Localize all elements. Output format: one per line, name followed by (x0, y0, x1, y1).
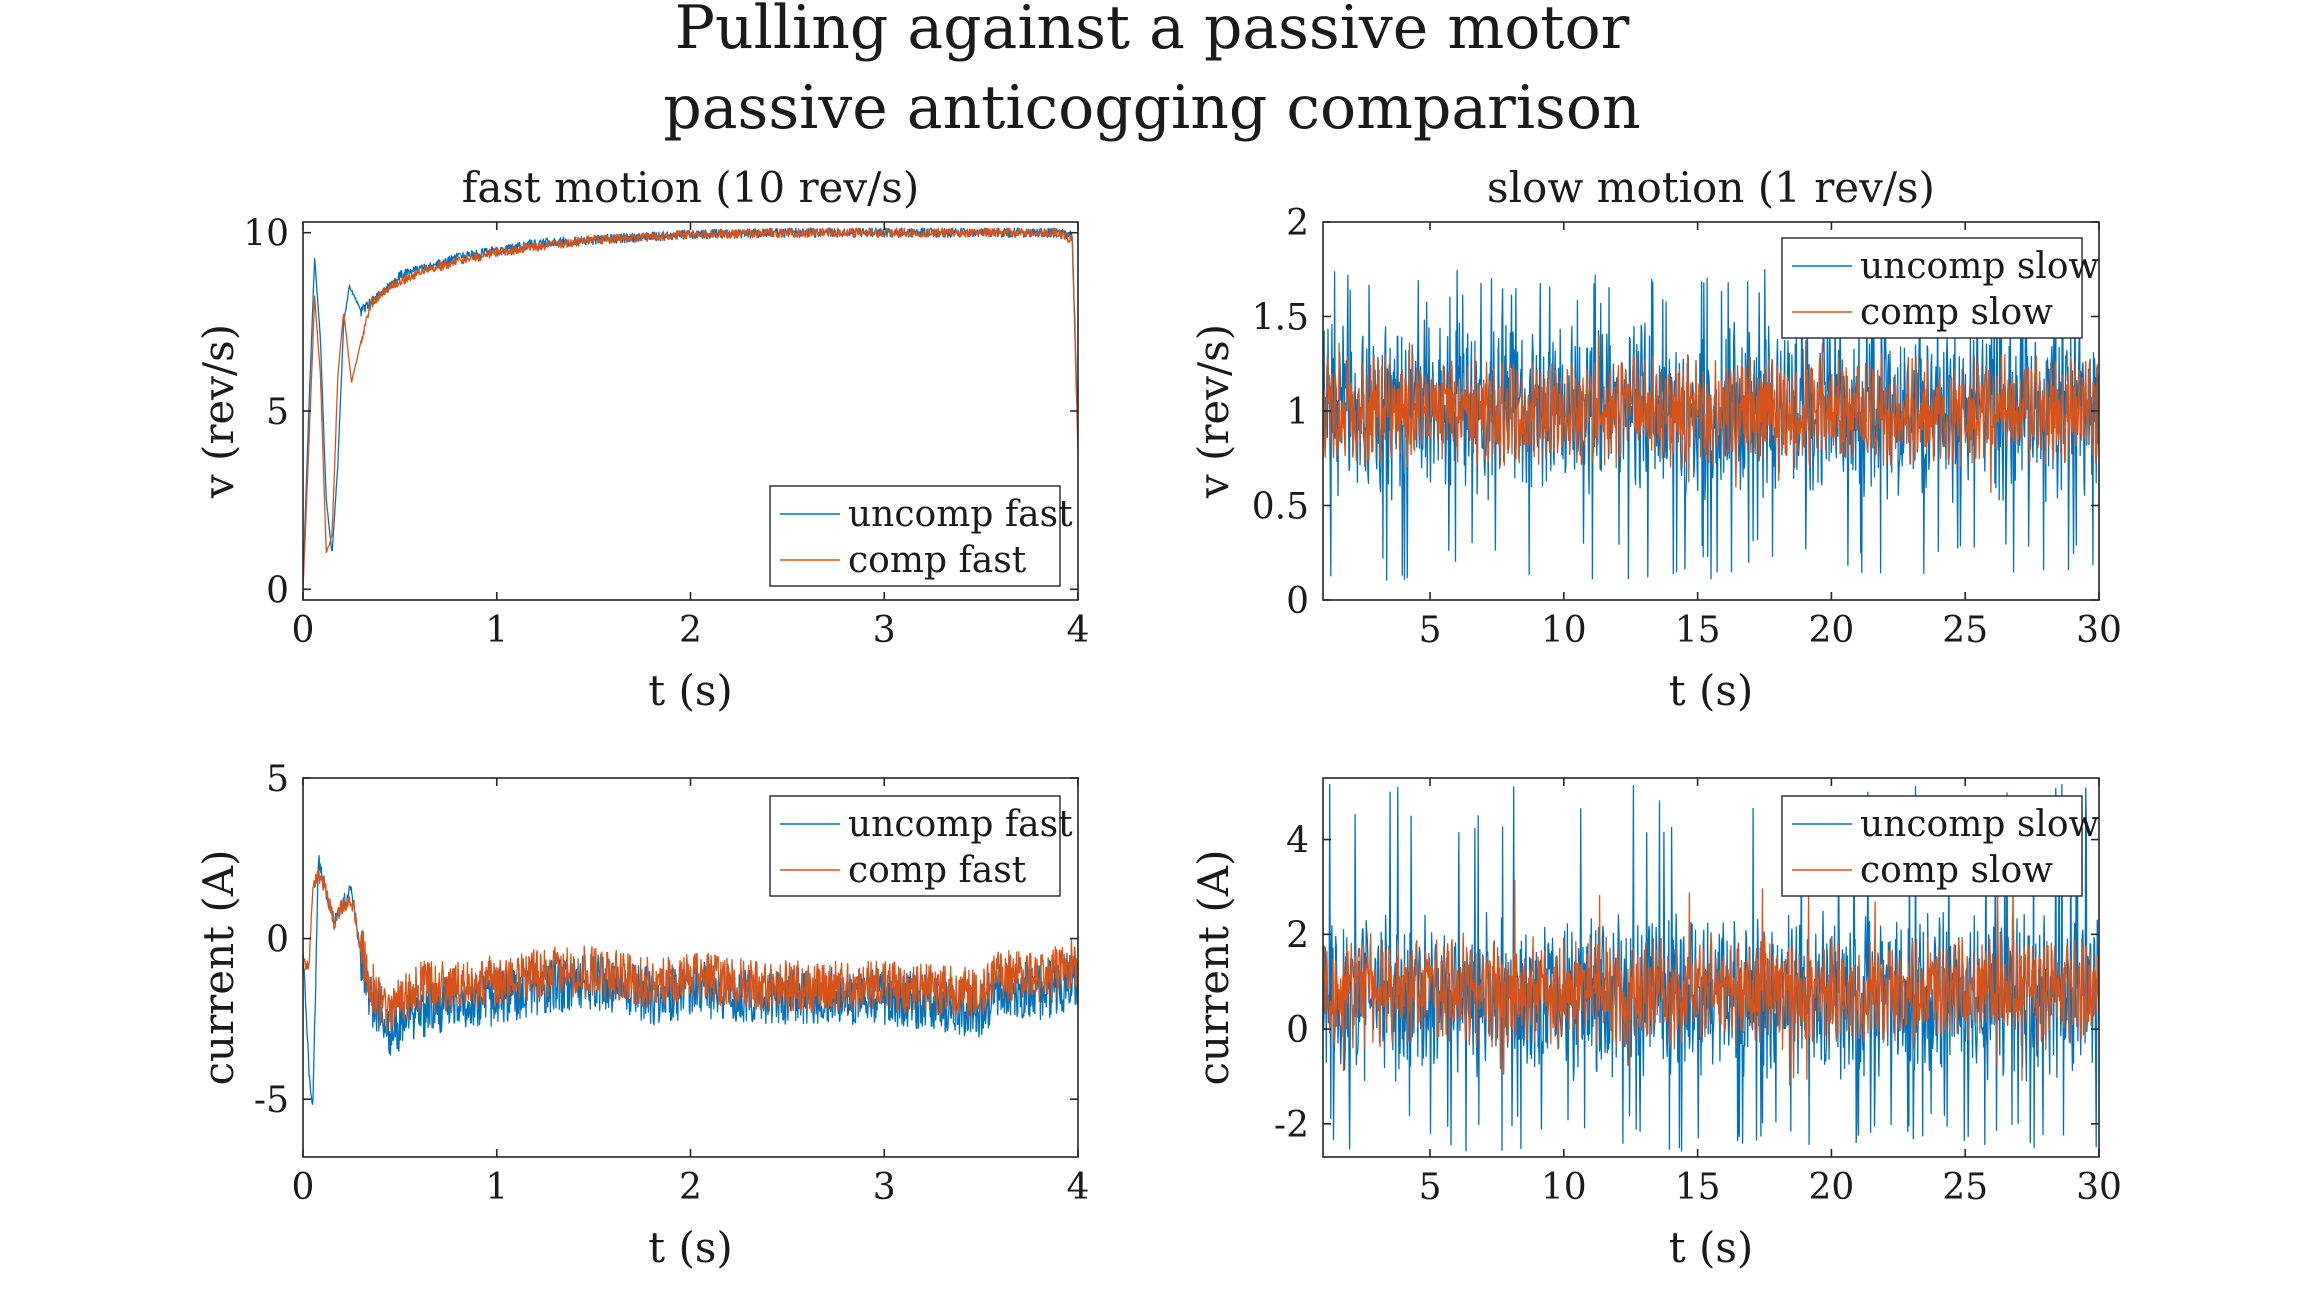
y-tick-label: 0 (1286, 581, 1309, 622)
x-tick-label: 10 (1541, 1167, 1587, 1208)
x-axis-label: t (s) (1669, 666, 1754, 715)
x-tick-label: 2 (679, 610, 702, 651)
legend-entry-label: comp fast (848, 540, 1027, 581)
y-tick-label: 1 (1286, 392, 1309, 433)
y-axis-label: v (rev/s) (1189, 324, 1238, 499)
x-axis-label: t (s) (1669, 1223, 1754, 1272)
x-tick-label: 3 (873, 1167, 896, 1208)
x-tick-label: 15 (1675, 1167, 1721, 1208)
legend: uncomp fast comp fast (769, 795, 1073, 897)
y-axis-label: current (A) (194, 850, 243, 1086)
x-tick-label: 25 (1942, 610, 1988, 651)
series-line-comp-fast (303, 227, 1078, 589)
figure-title-line-1: Pulling against a passive motor (675, 0, 1630, 63)
fast-current-axes: 0 1 2 3 4 -5 0 5 t (s) current (A) uncomp fast comp… (194, 759, 1089, 1272)
legend-entry-label: comp fast (848, 850, 1027, 891)
y-tick-label: 5 (266, 392, 289, 433)
y-tick-label: -2 (1274, 1105, 1309, 1146)
legend-entry-label: comp slow (1860, 850, 2053, 891)
axes-title: fast motion (10 rev/s) (462, 163, 919, 212)
x-tick-label: 2 (679, 1167, 702, 1208)
x-tick-label: 1 (485, 610, 508, 651)
x-axis-label: t (s) (648, 1223, 733, 1272)
y-axis-label: v (rev/s) (194, 324, 243, 499)
x-tick-label: 5 (1419, 610, 1442, 651)
fast-velocity-axes: 0 1 2 3 4 0 5 10 fast motion (10 rev/s) t (s) v (r… (194, 163, 1089, 715)
y-tick-label: 2 (1286, 203, 1309, 244)
slow-current-axes: 5 10 15 20 25 30 -2 0 2 4 t (s) current (A) uncomp s… (1189, 777, 2122, 1272)
series-line-comp-slow (1323, 335, 2099, 494)
y-tick-label: 1.5 (1252, 298, 1309, 339)
y-tick-label: 5 (266, 759, 289, 800)
y-tick-label: 0 (266, 920, 289, 961)
y-tick-label: 10 (243, 214, 289, 255)
x-tick-label: 4 (1067, 610, 1090, 651)
y-tick-label: 0 (266, 570, 289, 611)
x-axis-label: t (s) (648, 666, 733, 715)
y-tick-label: 0 (1286, 1010, 1309, 1051)
axes-frame (1322, 777, 2100, 1158)
x-tick-label: 5 (1419, 1167, 1442, 1208)
y-tick-label: 0.5 (1252, 487, 1309, 528)
legend-entry-label: uncomp fast (848, 494, 1073, 535)
axes-title: slow motion (1 rev/s) (1487, 163, 1935, 212)
y-tick-label: 2 (1286, 915, 1309, 956)
legend: uncomp slow comp slow (1781, 795, 2099, 897)
legend-entry-label: uncomp slow (1860, 246, 2099, 287)
series-line-uncomp-fast (303, 855, 1078, 1106)
x-tick-label: 10 (1541, 610, 1587, 651)
x-tick-label: 25 (1942, 1167, 1988, 1208)
y-axis-label: current (A) (1189, 850, 1238, 1086)
x-tick-label: 4 (1067, 1167, 1090, 1208)
y-tick-label: -5 (254, 1080, 289, 1121)
x-tick-label: 3 (873, 610, 896, 651)
legend-entry-label: uncomp slow (1860, 804, 2099, 845)
legend-entry-label: comp slow (1860, 292, 2053, 333)
figure-title-line-2: passive anticogging comparison (663, 73, 1640, 143)
legend: uncomp fast comp fast (769, 485, 1073, 587)
x-tick-label: 30 (2076, 1167, 2122, 1208)
legend-entry-label: uncomp fast (848, 804, 1073, 845)
slow-velocity-axes: 5 10 15 20 25 30 0 0.5 1 1.5 2 slow motion (1 rev/s… (1189, 163, 2122, 715)
series-line-comp-slow (1323, 879, 2099, 1086)
series-line-comp-fast (303, 868, 1078, 1033)
x-tick-label: 20 (1809, 1167, 1855, 1208)
y-tick-label: 4 (1286, 821, 1309, 862)
x-tick-label: 0 (292, 610, 315, 651)
x-tick-label: 15 (1675, 610, 1721, 651)
x-tick-label: 20 (1809, 610, 1855, 651)
legend: uncomp slow comp slow (1781, 237, 2099, 339)
x-tick-label: 30 (2076, 610, 2122, 651)
x-tick-label: 1 (485, 1167, 508, 1208)
series-line-uncomp-slow (1323, 783, 2099, 1152)
x-tick-label: 0 (292, 1167, 315, 1208)
